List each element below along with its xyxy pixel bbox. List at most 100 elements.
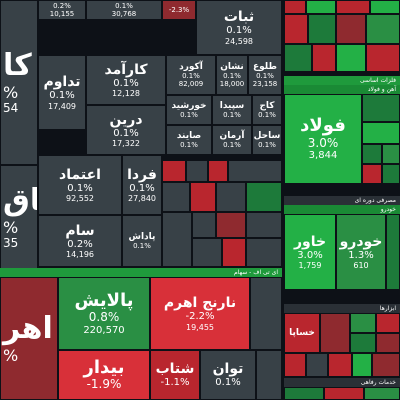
tile-name: شتاب	[155, 361, 195, 378]
tile-pct: 3.0%	[297, 249, 323, 261]
tile-vol: 14,196	[66, 250, 94, 260]
tile-small-red[interactable]	[324, 387, 364, 400]
tile-small-red[interactable]	[320, 313, 350, 353]
tile-vol: 220,570	[83, 324, 125, 336]
tile-top-a[interactable]: 0.2% 10,155	[38, 0, 86, 20]
tile-foolad[interactable]: فولاد 3.0% 3,844	[284, 94, 362, 184]
tile-top-c[interactable]: -2.3%	[162, 0, 196, 20]
tile-name: درین	[109, 111, 143, 128]
tile-small-red[interactable]	[312, 44, 336, 72]
tile-small-green[interactable]	[370, 0, 400, 14]
tile-ahrom[interactable]: اهر %	[0, 277, 58, 400]
tile-small-red[interactable]	[284, 353, 306, 377]
tile-small-green[interactable]	[350, 313, 376, 333]
tile-left-1[interactable]: کا % 54	[0, 0, 38, 165]
tile-name: فردا	[127, 166, 157, 183]
tile-arman[interactable]: آرمان 0.1%	[212, 125, 252, 155]
tile-small-green[interactable]	[336, 44, 366, 72]
sector-header-tools: ابزارها	[284, 304, 400, 313]
tile-sayan[interactable]: صایند 0.1%	[166, 125, 212, 155]
tile-khodro[interactable]: خودرو 1.3% 610	[336, 214, 386, 290]
tile-small-green[interactable]	[366, 14, 400, 44]
tile-narenj[interactable]: نارنج اهرم -2.2% 19,455	[150, 277, 250, 350]
tile-karamad[interactable]: کارآمد 0.1% 12,128	[86, 55, 166, 105]
tile-small-red[interactable]	[222, 238, 246, 267]
tile-padash[interactable]: پاداش 0.1%	[122, 215, 162, 267]
tile-khesapa[interactable]: خساپا	[284, 313, 320, 353]
tile-small-green[interactable]	[362, 144, 382, 164]
tile-small-red[interactable]	[376, 313, 400, 333]
tile-vol: 12,128	[112, 89, 140, 99]
tile-small-green[interactable]	[386, 214, 400, 290]
tile-sahel[interactable]: ساحل 0.1%	[252, 125, 282, 155]
tile-sabat[interactable]: ثبات 0.1% 24,598	[196, 0, 282, 55]
tile-akord[interactable]: آکورد 0.1% 82,009	[166, 55, 216, 95]
tile-small-green[interactable]	[246, 182, 282, 212]
tile-small-green[interactable]	[362, 94, 400, 122]
tile-pct: 0.1%	[258, 141, 276, 150]
tile-pct: 0.1%	[113, 127, 139, 139]
tile-small[interactable]	[246, 238, 282, 267]
tile-small-red[interactable]	[216, 212, 246, 238]
tile-small-red[interactable]	[284, 0, 306, 14]
tile-small-green[interactable]	[306, 0, 336, 14]
tile-farda[interactable]: فردا 0.1% 27,840	[122, 155, 162, 215]
tile-small-green[interactable]	[382, 164, 400, 184]
tile-small-red[interactable]	[336, 14, 366, 44]
tile-tolou[interactable]: طلوع 0.1% 23,158	[248, 55, 282, 95]
tile-small-red[interactable]	[366, 44, 400, 72]
tile-small[interactable]	[186, 160, 208, 182]
tile-small[interactable]	[192, 238, 222, 267]
tile-small-green[interactable]	[350, 333, 376, 353]
tile-small-red[interactable]	[372, 353, 400, 377]
tile-vol: 27,840	[128, 194, 156, 204]
tile-small[interactable]	[162, 212, 192, 267]
tile-small-red[interactable]	[376, 333, 400, 353]
tile-small-red[interactable]	[208, 160, 228, 182]
tile-dorin[interactable]: درین 0.1% 17,322	[86, 105, 166, 155]
tile-small[interactable]	[246, 212, 282, 238]
tile-top-b[interactable]: 0.1% 30,768	[86, 0, 162, 20]
tile-khavar[interactable]: خاور 3.0% 1,759	[284, 214, 336, 290]
tile-pct: 3.0%	[307, 135, 339, 150]
tile-pallayesh[interactable]: پالایش 0.8% 220,570	[58, 277, 150, 350]
tile-name: آرمان	[219, 130, 245, 141]
tile-tadavom[interactable]: تداوم 0.1% 17,409	[38, 55, 86, 130]
tile-sam[interactable]: سام 0.2% 14,196	[38, 215, 122, 267]
tile-pct: 0.8%	[88, 310, 120, 325]
tile-left-2[interactable]: یاق % 35	[0, 165, 38, 270]
tile-small-green[interactable]	[362, 122, 400, 144]
tile-small-green[interactable]	[308, 14, 336, 44]
tile-bidar[interactable]: بیدار -1.9%	[58, 350, 150, 400]
tile-small-green[interactable]	[364, 387, 400, 400]
tile-pct: 0.1%	[180, 111, 198, 120]
tile-small-red[interactable]	[162, 160, 186, 182]
tile-small[interactable]	[250, 277, 282, 350]
tile-small-red[interactable]	[284, 14, 308, 44]
tile-kaj[interactable]: کاج 0.1%	[252, 95, 282, 125]
tile-small[interactable]	[216, 182, 246, 212]
tile-etemad[interactable]: اعتماد 0.1% 92,552	[38, 155, 122, 215]
tile-khorshid[interactable]: خورشید 0.1%	[166, 95, 212, 125]
tile-name: سپیدا	[219, 100, 245, 111]
tile-tavan[interactable]: توان 0.1%	[200, 350, 256, 400]
tile-sepida[interactable]: سپیدا 0.1%	[212, 95, 252, 125]
tile-pct: 0.1%	[223, 141, 241, 150]
tile-small[interactable]	[256, 350, 282, 400]
tile-small[interactable]	[162, 182, 190, 212]
tile-small-green[interactable]	[284, 44, 312, 72]
tile-small-green[interactable]	[352, 353, 372, 377]
tile-shetab[interactable]: شتاب -1.1%	[150, 350, 200, 400]
tile-small-green[interactable]	[284, 387, 324, 400]
tile-small[interactable]	[192, 212, 216, 238]
tile-small-red[interactable]	[190, 182, 216, 212]
tile-vol: 1,759	[298, 261, 322, 271]
tile-small[interactable]	[306, 353, 328, 377]
tile-small-red[interactable]	[328, 353, 352, 377]
tile-small-green[interactable]	[382, 144, 400, 164]
tile-small[interactable]	[228, 160, 282, 182]
tile-small-red[interactable]	[336, 0, 370, 14]
tile-name: خودرو	[339, 233, 383, 250]
tile-small-red[interactable]	[362, 164, 382, 184]
tile-neshan[interactable]: نشان 0.1% 18,000	[216, 55, 248, 95]
